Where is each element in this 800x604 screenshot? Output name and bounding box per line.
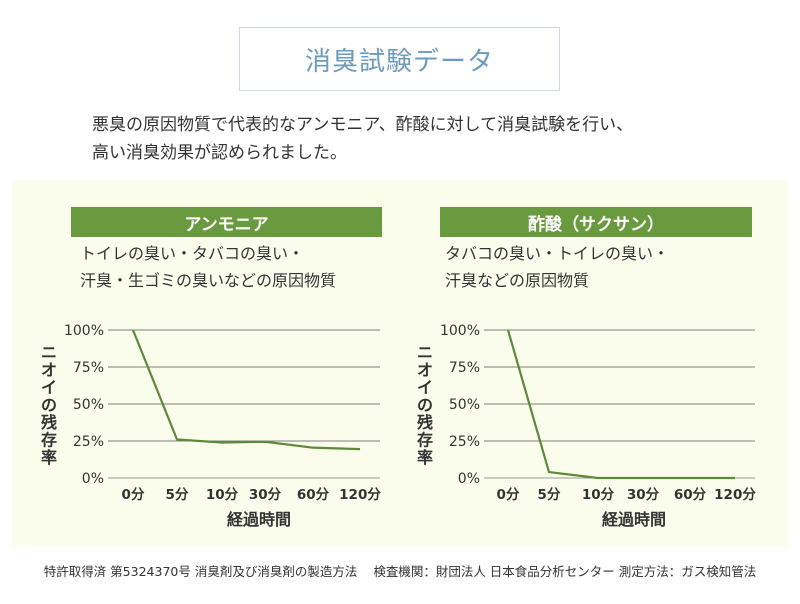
chart-2-y-tick-label: 0% bbox=[458, 471, 480, 487]
chart-2-x-axis-label: 経過時間 bbox=[602, 510, 666, 529]
chart-2-y-axis-label-char: 残 bbox=[417, 413, 433, 432]
chart-1-y-axis-label-char: 率 bbox=[41, 448, 57, 467]
chart-1-y-tick-label: 25% bbox=[73, 434, 104, 450]
ammonia-header: アンモニア bbox=[71, 207, 382, 237]
chart-1-series-line bbox=[131, 329, 361, 451]
chart-2-y-tick-label: 100% bbox=[440, 323, 480, 339]
ammonia-desc-line-2: 汗臭・生ゴミの臭いなどの原因物質 bbox=[80, 271, 337, 290]
chart-2-y-tick-label: 50% bbox=[449, 397, 480, 413]
chart-2-y-axis-label-char: の bbox=[417, 396, 433, 415]
chart-1-x-tick-label: 0分 bbox=[122, 487, 145, 503]
intro-line-1: 悪臭の原因物質で代表的なアンモニア、酢酸に対して消臭試験を行い、 bbox=[92, 115, 634, 135]
chart-2-y-axis-label-char: イ bbox=[417, 378, 433, 397]
chart-2-y-axis-label-char: ニ bbox=[417, 343, 433, 362]
intro-text: 悪臭の原因物質で代表的なアンモニア、酢酸に対して消臭試験を行い、 高い消臭効果が… bbox=[92, 111, 752, 167]
results-panel bbox=[12, 180, 788, 546]
intro-line-2: 高い消臭効果が認められました。 bbox=[92, 143, 347, 163]
chart-2-y-tick-label: 25% bbox=[449, 434, 480, 450]
chart-1-y-tick-label: 0% bbox=[82, 471, 104, 487]
chart-1-y-tick-label: 100% bbox=[64, 323, 104, 339]
acetic-acid-header-label: 酢酸（サクサン） bbox=[528, 214, 664, 235]
acetic-acid-desc-line-2: 汗臭などの原因物質 bbox=[445, 271, 590, 290]
chart-1-x-tick-label: 60分 bbox=[297, 487, 330, 503]
chart-1-x-tick-label: 5分 bbox=[166, 487, 189, 503]
chart-1-y-tick-label: 50% bbox=[73, 397, 104, 413]
chart-1-x-tick-label: 120分 bbox=[339, 487, 381, 503]
title-box: 消臭試験データ bbox=[239, 27, 560, 91]
acetic-acid-desc-line-1: タバコの臭い・トイレの臭い・ bbox=[445, 244, 670, 263]
chart-2-x-tick-label: 30分 bbox=[627, 487, 660, 503]
acetic-acid-description: タバコの臭い・トイレの臭い・ 汗臭などの原因物質 bbox=[445, 240, 669, 294]
chart-1-x-axis-label: 経過時間 bbox=[227, 510, 291, 529]
chart-1-y-axis-label-char: ニ bbox=[41, 343, 57, 362]
footer-note: 特許取得済 第5324370号 消臭剤及び消臭剤の製造方法 検査機関：財団法人 日… bbox=[0, 561, 800, 580]
chart-2-series-line bbox=[506, 329, 735, 480]
chart-1-y-axis-label-char: 残 bbox=[41, 413, 57, 432]
chart-2-x-tick-label: 10分 bbox=[582, 487, 615, 503]
ammonia-desc-line-1: トイレの臭い・タバコの臭い・ bbox=[80, 244, 305, 263]
chart-2-x-tick-label: 5分 bbox=[538, 487, 561, 503]
chart-2-y-axis-label-char: 率 bbox=[417, 448, 433, 467]
ammonia-description: トイレの臭い・タバコの臭い・ 汗臭・生ゴミの臭いなどの原因物質 bbox=[80, 240, 336, 294]
chart-1-y-axis-label-char: 存 bbox=[41, 431, 57, 450]
chart-2-x-tick-label: 120分 bbox=[714, 487, 756, 503]
chart-2-y-axis-label-char: 存 bbox=[417, 431, 433, 450]
chart-1-x-tick-label: 10分 bbox=[206, 487, 239, 503]
chart-1-y-tick-label: 75% bbox=[73, 360, 104, 376]
chart-2-x-tick-label: 0分 bbox=[497, 487, 520, 503]
chart-1-y-axis-label-char: の bbox=[41, 396, 57, 415]
chart-1-x-tick-label: 30分 bbox=[249, 487, 282, 503]
footer-patent: 特許取得済 第5324370号 消臭剤及び消臭剤の製造方法 bbox=[43, 564, 358, 579]
chart-2-x-tick-label: 60分 bbox=[674, 487, 707, 503]
ammonia-header-label: アンモニア bbox=[184, 214, 269, 235]
chart-2-y-axis-label-char: オ bbox=[417, 361, 433, 380]
footer-lab: 検査機関：財団法人 日本食品分析センター 測定方法：ガス検知管法 bbox=[373, 564, 757, 579]
page-title: 消臭試験データ bbox=[304, 46, 494, 77]
chart-2-y-tick-label: 75% bbox=[449, 360, 480, 376]
chart-1-y-axis-label-char: イ bbox=[41, 378, 57, 397]
chart-1-y-axis-label-char: オ bbox=[41, 361, 57, 380]
acetic-acid-header: 酢酸（サクサン） bbox=[440, 207, 752, 237]
